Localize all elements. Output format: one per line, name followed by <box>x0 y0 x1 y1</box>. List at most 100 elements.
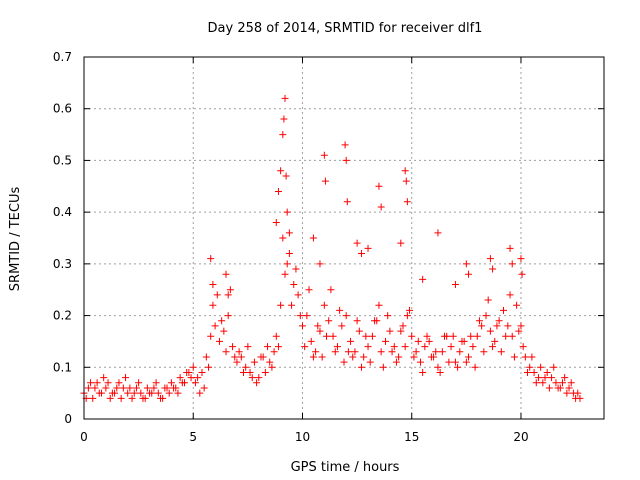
data-point <box>207 255 215 263</box>
data-point <box>517 322 525 330</box>
data-point <box>451 281 459 289</box>
data-point <box>282 172 290 180</box>
data-point <box>137 389 145 397</box>
data-point <box>475 317 483 325</box>
data-point <box>399 322 407 330</box>
data-point <box>272 218 280 226</box>
data-point <box>154 389 162 397</box>
data-point <box>375 301 383 309</box>
data-point <box>298 322 306 330</box>
data-point <box>264 343 272 351</box>
data-point <box>139 394 147 402</box>
data-point <box>218 317 226 325</box>
data-point <box>425 337 433 345</box>
data-point <box>351 348 359 356</box>
data-point <box>403 198 411 206</box>
data-point <box>222 348 230 356</box>
x-tick-label: 15 <box>404 430 419 444</box>
data-point <box>272 332 280 340</box>
data-point <box>320 301 328 309</box>
data-point <box>565 384 573 392</box>
data-point <box>257 353 265 361</box>
data-point <box>242 363 250 371</box>
data-point <box>246 368 254 376</box>
data-point <box>384 312 392 320</box>
data-point <box>508 332 516 340</box>
x-tick-label: 10 <box>295 430 310 444</box>
data-point <box>436 368 444 376</box>
data-point <box>403 312 411 320</box>
data-point <box>508 260 516 268</box>
data-point <box>519 343 527 351</box>
data-point <box>285 250 293 258</box>
data-point <box>462 358 470 366</box>
data-point <box>268 363 276 371</box>
data-point <box>156 394 164 402</box>
data-point <box>524 368 532 376</box>
chart-title: Day 258 of 2014, SRMTID for receiver dlf… <box>208 21 483 36</box>
y-tick-label: 0.1 <box>53 360 72 374</box>
data-point <box>368 332 376 340</box>
data-point <box>130 389 138 397</box>
data-point <box>364 343 372 351</box>
data-point <box>255 374 263 382</box>
data-points <box>80 94 584 402</box>
data-point <box>401 167 409 175</box>
data-point <box>528 353 536 361</box>
data-point <box>325 317 333 325</box>
data-point <box>491 337 499 345</box>
data-point <box>341 141 349 149</box>
data-point <box>148 389 156 397</box>
data-point <box>419 275 427 283</box>
data-point <box>537 363 545 371</box>
data-point <box>342 312 350 320</box>
data-point <box>360 353 368 361</box>
y-axis-title: SRMTID / TECUs <box>8 187 23 292</box>
data-point <box>93 379 101 387</box>
data-point <box>517 255 525 263</box>
data-point <box>447 343 455 351</box>
data-point <box>183 368 191 376</box>
data-point <box>467 332 475 340</box>
data-point <box>126 384 134 392</box>
data-point <box>530 368 538 376</box>
data-point <box>513 301 521 309</box>
data-point <box>321 177 329 185</box>
data-point <box>416 358 424 366</box>
data-point <box>357 250 365 258</box>
data-point <box>388 348 396 356</box>
data-point <box>235 348 243 356</box>
data-point <box>170 384 178 392</box>
data-point <box>174 389 182 397</box>
data-point <box>386 327 394 335</box>
data-point <box>205 363 213 371</box>
data-point <box>209 281 217 289</box>
y-tick-label: 0.3 <box>53 257 72 271</box>
data-point <box>224 291 232 299</box>
data-point <box>189 363 197 371</box>
data-point <box>353 239 361 247</box>
data-point <box>382 337 390 345</box>
data-point <box>124 389 132 397</box>
data-point <box>449 332 457 340</box>
x-tick-label: 0 <box>80 430 88 444</box>
data-point <box>115 379 123 387</box>
data-point <box>473 332 481 340</box>
data-point <box>371 317 379 325</box>
data-point <box>502 332 510 340</box>
data-point <box>543 368 551 376</box>
data-point <box>270 348 278 356</box>
data-point <box>239 368 247 376</box>
data-point <box>161 384 169 392</box>
data-point <box>395 353 403 361</box>
data-point <box>402 177 410 185</box>
data-point <box>518 270 526 278</box>
data-point <box>548 374 556 382</box>
data-point <box>194 374 202 382</box>
data-point <box>489 265 497 273</box>
data-point <box>554 384 562 392</box>
data-point <box>419 368 427 376</box>
data-point <box>122 374 130 382</box>
data-point <box>482 312 490 320</box>
